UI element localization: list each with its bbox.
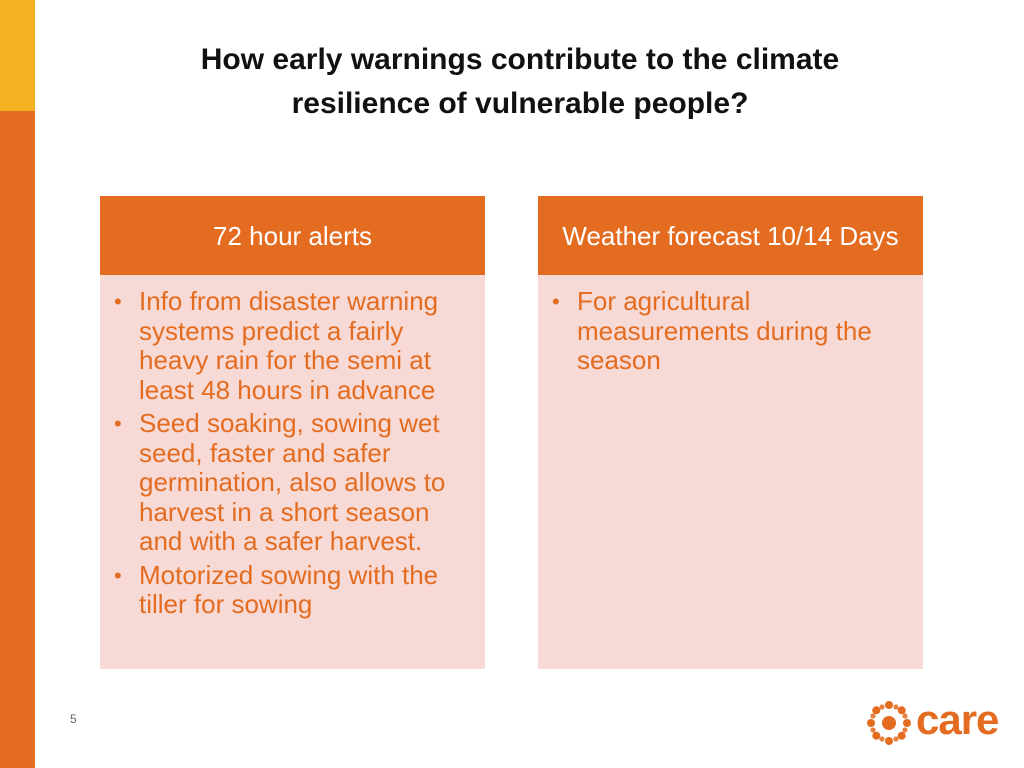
care-logo-icon: [867, 701, 911, 745]
bullet-text: For agricultural measurements during the…: [577, 286, 872, 375]
card-header: 72 hour alerts: [100, 196, 485, 275]
list-item: • Motorized sowing with the tiller for so…: [110, 559, 475, 620]
card-72-hour-alerts: 72 hour alerts • Info from disaster warni…: [100, 196, 485, 669]
slide-title: How early warnings contribute to the cli…: [200, 43, 840, 120]
bullet-list: • Info from disaster warning systems pred…: [110, 286, 475, 620]
list-item: • For agricultural measurements during th…: [548, 286, 913, 376]
bullet-icon: •: [114, 562, 122, 588]
bullet-text: Info from disaster warning systems predi…: [139, 286, 439, 405]
card-header: Weather forecast 10/14 Days: [538, 196, 923, 275]
card-weather-forecast: Weather forecast 10/14 Days • For agricul…: [538, 196, 923, 669]
sidebar-accent-top: [0, 0, 35, 111]
bullet-icon: •: [114, 411, 122, 436]
care-logo-text: care: [916, 696, 999, 743]
bullet-text: Motorized sowing with the tiller for sow…: [139, 559, 439, 619]
page-number: 5: [70, 712, 77, 726]
sidebar-accent-bottom: [0, 111, 35, 768]
bullet-icon: •: [114, 289, 122, 314]
bullet-icon: •: [552, 289, 560, 314]
list-item: • Seed soaking, sowing wet seed, faster a…: [110, 408, 475, 557]
care-logo: care: [866, 696, 1006, 746]
card-body: • For agricultural measurements during th…: [538, 275, 923, 376]
card-body: • Info from disaster warning systems pred…: [100, 275, 485, 620]
bullet-list: • For agricultural measurements during th…: [548, 286, 913, 376]
list-item: • Info from disaster warning systems pred…: [110, 286, 475, 405]
bullet-text: Seed soaking, sowing wet seed, faster an…: [139, 408, 446, 556]
